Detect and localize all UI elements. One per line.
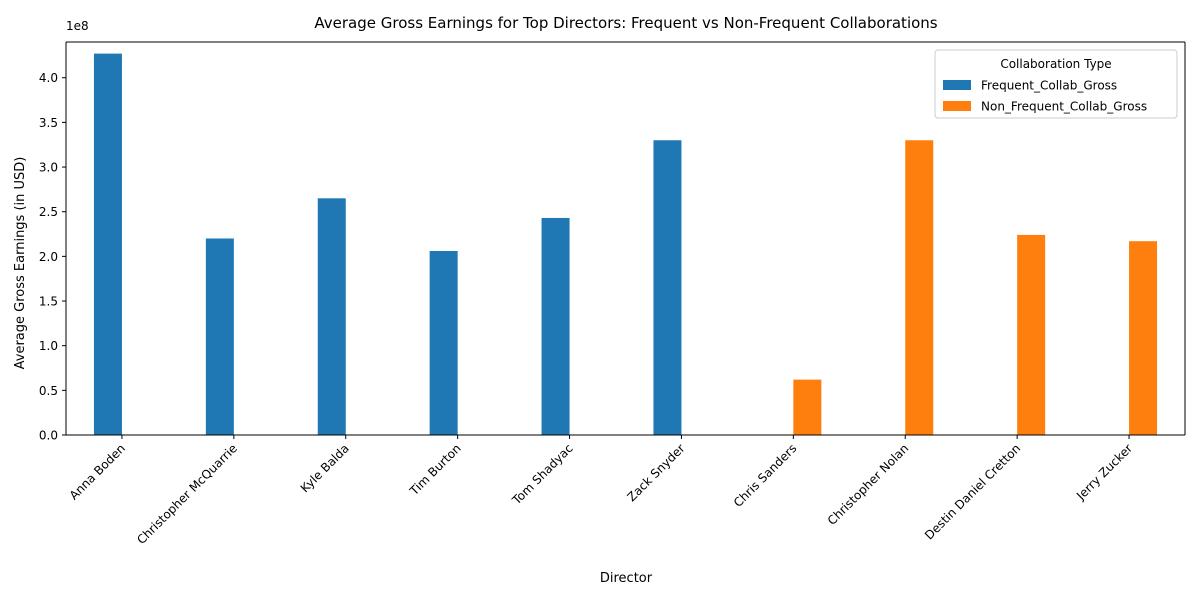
x-tick-label-8: Destin Daniel Cretton [922, 441, 1023, 542]
legend-label-frequent-collab-gross: Frequent_Collab_Gross [981, 79, 1117, 93]
y-tick-label-0: 0.0 [39, 429, 58, 443]
y-axis-label: Average Gross Earnings (in USD) [13, 157, 28, 370]
x-tick-label-5: Zack Snyder [624, 441, 687, 504]
y-tick-label-3: 1.5 [39, 295, 58, 309]
bar-frequent-collab-gross-1 [205, 238, 234, 435]
y-tick-label-7: 3.5 [39, 116, 58, 130]
bar-frequent-collab-gross-5 [653, 140, 682, 435]
y-axis-exponent-label: 1e8 [66, 19, 89, 33]
x-tick-label-7: Christopher Nolan [825, 441, 912, 528]
y-tick-label-5: 2.5 [39, 205, 58, 219]
bar-non-frequent-collab-gross-6 [793, 379, 822, 435]
bar-frequent-collab-gross-0 [93, 53, 122, 436]
y-tick-label-4: 2.0 [39, 250, 58, 264]
bar-frequent-collab-gross-2 [317, 198, 346, 435]
chart-title: Average Gross Earnings for Top Directors… [314, 14, 937, 32]
x-tick-label-3: Tim Burton [406, 441, 463, 498]
legend-title: Collaboration Type [1000, 57, 1111, 71]
y-tick-label-6: 3.0 [39, 161, 58, 175]
bar-frequent-collab-gross-3 [429, 251, 458, 435]
x-tick-label-4: Tom Shadyac [509, 441, 576, 508]
y-tick-label-1: 0.5 [39, 384, 58, 398]
legend-swatch-non-frequent-collab-gross [943, 101, 971, 111]
legend-swatch-frequent-collab-gross [943, 80, 971, 90]
legend-label-non-frequent-collab-gross: Non_Frequent_Collab_Gross [981, 100, 1147, 114]
bar-frequent-collab-gross-4 [541, 217, 570, 435]
bar-non-frequent-collab-gross-7 [905, 140, 934, 435]
bar-non-frequent-collab-gross-8 [1017, 234, 1046, 435]
x-tick-label-0: Anna Boden [67, 441, 128, 502]
legend-box [934, 49, 1178, 119]
x-tick-label-9: Jerry Zucker [1073, 441, 1135, 503]
x-tick-label-6: Chris Sanders [731, 441, 800, 510]
x-tick-label-2: Kyle Balda [298, 441, 352, 495]
legend: Collaboration Type Frequent_Collab_Gross N… [934, 49, 1178, 119]
bar-non-frequent-collab-gross-9 [1129, 241, 1158, 435]
y-tick-label-2: 1.0 [39, 339, 58, 353]
x-axis-label: Director [600, 571, 653, 586]
y-tick-label-8: 4.0 [39, 71, 58, 85]
x-tick-label-1: Christopher McQuarrie [134, 441, 240, 547]
